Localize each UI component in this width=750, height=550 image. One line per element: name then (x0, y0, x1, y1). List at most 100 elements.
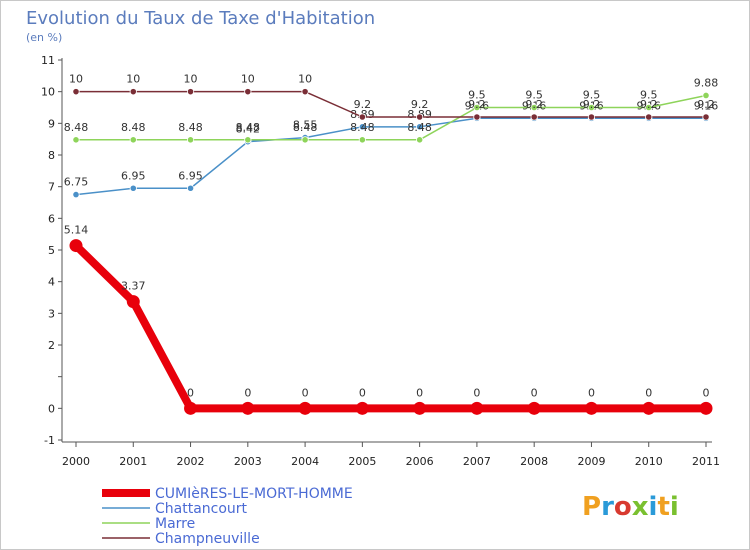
data-label: 10 (126, 73, 140, 86)
series-line (75, 117, 707, 196)
x-tick-label: 2007 (463, 455, 491, 468)
data-label: 9.5 (583, 89, 601, 102)
series-0: 5.14 3.37 0 0 0 0 0 0 0 0 0 0 (64, 224, 713, 415)
data-label: 9.88 (694, 76, 719, 89)
data-point (416, 123, 424, 131)
series-layer: 6.756.956.958.428.558.898.899.169.169.16… (64, 73, 719, 415)
x-tick-label: 2008 (520, 455, 548, 468)
data-point (72, 88, 80, 96)
data-label: 0 (473, 386, 480, 399)
data-point (358, 123, 366, 131)
data-label: 8.48 (407, 121, 432, 134)
logo-letter: P (582, 492, 601, 522)
logo-letter: o (614, 492, 632, 522)
series-line (75, 94, 707, 141)
data-point (244, 136, 252, 144)
data-point (530, 113, 538, 121)
data-point (69, 239, 83, 253)
data-label: 0 (187, 386, 194, 399)
data-point (358, 113, 366, 121)
data-label: 0 (244, 386, 251, 399)
data-point (587, 113, 596, 121)
data-point (702, 113, 710, 121)
y-tick-label: 4 (48, 276, 55, 289)
data-label: 8.48 (178, 121, 203, 134)
data-point (301, 88, 309, 96)
y-tick-label: 11 (41, 54, 55, 67)
data-point (584, 401, 598, 415)
x-tick-label: 2003 (234, 455, 262, 468)
data-label: 8.48 (121, 121, 146, 134)
data-point (186, 184, 195, 192)
data-label: 8.55 (293, 119, 318, 132)
proxiti-logo: Proxiti (582, 492, 679, 522)
x-tick-label: 2005 (348, 455, 376, 468)
data-point (416, 136, 424, 144)
x-tick-label: 2001 (119, 455, 147, 468)
data-label: 9.2 (697, 98, 715, 111)
legend-label: Champneuville (155, 531, 260, 547)
data-point (527, 401, 541, 415)
data-point (587, 103, 596, 112)
data-label: 3.37 (121, 280, 146, 293)
data-label: 10 (184, 73, 198, 86)
data-point (129, 136, 137, 144)
data-point (244, 88, 252, 96)
data-label: 0 (645, 386, 652, 399)
data-label: 9.2 (411, 98, 429, 111)
data-label: 6.95 (121, 169, 146, 182)
data-label: 0 (588, 386, 595, 399)
logo-letter: t (657, 492, 669, 522)
data-point (72, 136, 80, 144)
data-point (699, 401, 713, 415)
data-point (416, 113, 424, 121)
data-point (129, 184, 137, 192)
data-point (358, 136, 366, 144)
series-3: 10 10 10 10 10 9.2 9.2 9.2 9.2 9.2 9.2 9.2 (69, 73, 715, 121)
data-point (126, 295, 140, 309)
y-tick-label: 6 (48, 212, 55, 225)
data-point (413, 401, 427, 415)
data-point (241, 401, 255, 415)
data-label: 9.16 (694, 99, 719, 112)
y-tick-label: 2 (48, 339, 55, 352)
y-tick-label: 3 (48, 307, 55, 320)
logo-letter: i (670, 492, 679, 522)
data-label: 9.5 (640, 89, 658, 102)
data-point (702, 91, 710, 100)
data-label: 9.2 (468, 98, 486, 111)
data-point (530, 103, 538, 112)
legend: CUMIèRES-LE-MORT-HOMMEChattancourtMarreC… (102, 486, 353, 547)
data-point (184, 401, 198, 415)
data-label: 0 (359, 386, 366, 399)
data-label: 0 (703, 386, 710, 399)
x-tick-label: 2004 (291, 455, 319, 468)
data-point (473, 103, 481, 112)
logo-letter: r (601, 492, 614, 522)
series-line (72, 241, 710, 413)
data-point (186, 136, 195, 144)
y-tick-label: 0 (48, 402, 55, 415)
y-tick-label: 5 (48, 244, 55, 257)
y-tick-label: 8 (48, 149, 55, 162)
data-label: 9.2 (354, 98, 372, 111)
data-label: 9.2 (640, 98, 658, 111)
data-label: 9.2 (525, 98, 543, 111)
data-label: 10 (298, 73, 312, 86)
data-label: 9.2 (583, 98, 601, 111)
x-tick-label: 2009 (577, 455, 605, 468)
data-point (473, 113, 481, 121)
data-point (129, 88, 137, 96)
y-tick-label: 10 (41, 86, 55, 99)
data-label: 8.48 (293, 121, 318, 134)
x-tick-label: 2010 (635, 455, 663, 468)
data-label: 0 (416, 386, 423, 399)
data-point (470, 401, 484, 415)
data-label: 0 (302, 386, 309, 399)
legend-label: Chattancourt (155, 501, 248, 517)
y-tick-label: 9 (48, 117, 55, 130)
data-label: 5.14 (64, 224, 89, 237)
legend-label: Marre (155, 516, 195, 532)
logo-letter: i (649, 492, 658, 522)
